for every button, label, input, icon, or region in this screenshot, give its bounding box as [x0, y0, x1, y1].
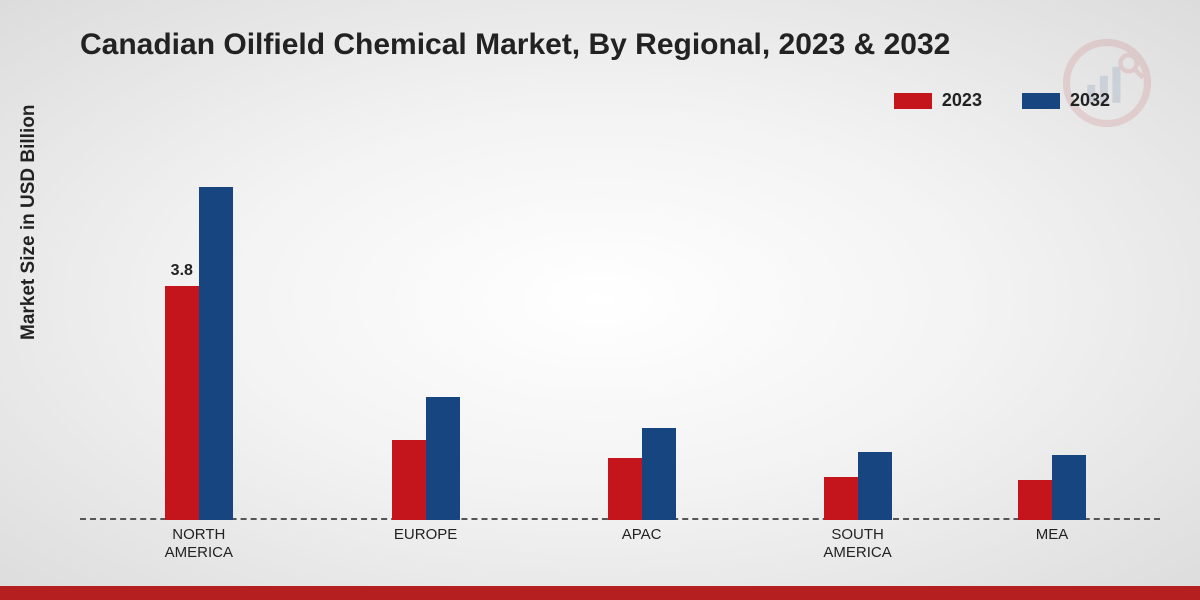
x-axis-category-label: SOUTH AMERICA [823, 526, 891, 562]
bar-2032 [642, 428, 676, 521]
x-axis-category-label: NORTH AMERICA [165, 526, 233, 562]
bar-group [392, 397, 460, 520]
legend-swatch-2032 [1022, 93, 1060, 109]
x-axis-category-label: APAC [622, 526, 662, 544]
bar-2032 [426, 397, 460, 520]
bar-2023 [824, 477, 858, 520]
y-axis-label: Market Size in USD Billion [18, 105, 40, 340]
bar-2032 [199, 187, 233, 520]
bar-2023 [1018, 480, 1052, 520]
bar-group [1018, 455, 1086, 520]
x-axis-category-label: MEA [1036, 526, 1069, 544]
bar-2032 [858, 452, 892, 520]
legend-swatch-2023 [894, 93, 932, 109]
legend: 2023 2032 [894, 90, 1110, 111]
bar-value-label: 3.8 [152, 262, 212, 280]
chart-title: Canadian Oilfield Chemical Market, By Re… [80, 28, 950, 62]
bar-2023 [392, 440, 426, 520]
legend-item-2023: 2023 [894, 90, 982, 111]
legend-label-2023: 2023 [942, 90, 982, 111]
x-axis-labels: NORTH AMERICA EUROPE APAC SOUTH AMERICA MEA [80, 520, 1160, 570]
legend-label-2032: 2032 [1070, 90, 1110, 111]
watermark-logo-icon [1062, 38, 1152, 128]
footer-accent-bar [0, 586, 1200, 600]
bar-group [608, 428, 676, 521]
bar-2023 [608, 458, 642, 520]
bar-group [824, 452, 892, 520]
bar-2032 [1052, 455, 1086, 520]
plot-area: 3.8 [80, 150, 1160, 520]
legend-item-2032: 2032 [1022, 90, 1110, 111]
bar-group [165, 187, 233, 520]
bar-2023 [165, 286, 199, 520]
x-axis-category-label: EUROPE [394, 526, 457, 544]
